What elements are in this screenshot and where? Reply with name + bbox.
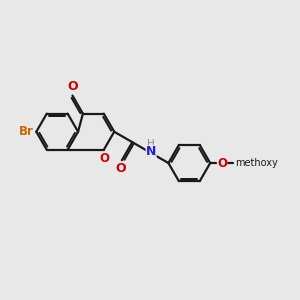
- Text: N: N: [146, 146, 156, 158]
- Text: O: O: [67, 80, 78, 93]
- Text: O: O: [116, 163, 126, 176]
- Text: O: O: [217, 157, 227, 169]
- Text: H: H: [147, 139, 155, 149]
- Text: Br: Br: [19, 125, 34, 138]
- Text: methoxy: methoxy: [235, 158, 278, 168]
- Text: O: O: [100, 152, 110, 165]
